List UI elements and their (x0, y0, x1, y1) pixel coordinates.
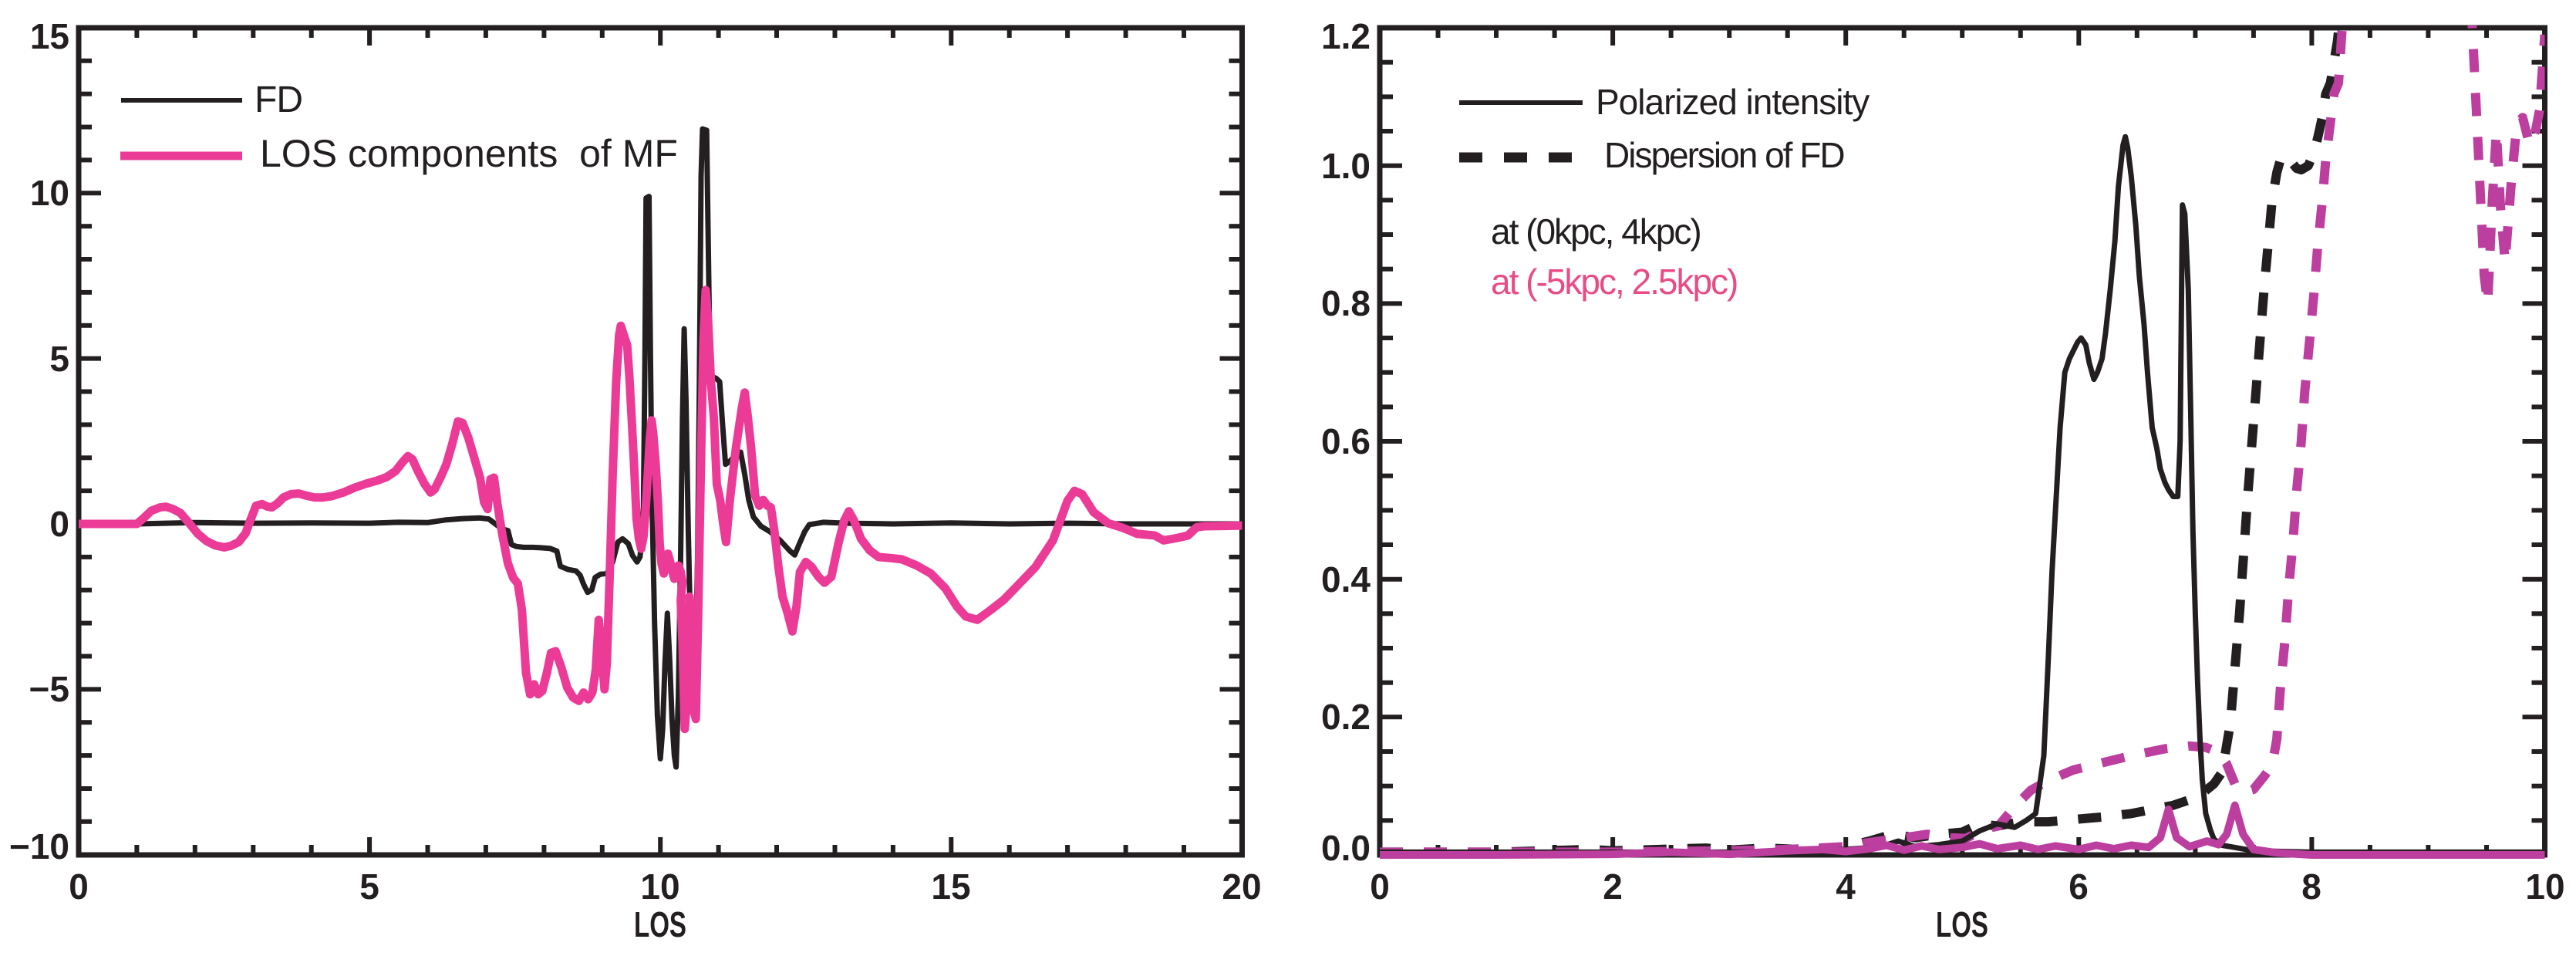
svg-text:0: 0 (69, 866, 89, 907)
svg-text:10: 10 (640, 866, 679, 907)
svg-text:1.2: 1.2 (1321, 16, 1371, 56)
svg-text:0.2: 0.2 (1321, 697, 1371, 737)
svg-text:0.0: 0.0 (1321, 828, 1371, 868)
svg-text:1.0: 1.0 (1321, 146, 1371, 186)
svg-text:at (0kpc, 4kpc): at (0kpc, 4kpc) (1491, 211, 1701, 252)
svg-text:FD: FD (255, 79, 302, 120)
svg-text:6: 6 (2069, 866, 2089, 907)
svg-text:5: 5 (359, 866, 379, 907)
svg-text:20: 20 (1222, 866, 1261, 907)
svg-text:LOS components of MF: LOS components of MF (260, 132, 678, 175)
svg-text:Polarized intensity: Polarized intensity (1596, 82, 1870, 122)
svg-text:at (-5kpc, 2.5kpc): at (-5kpc, 2.5kpc) (1491, 262, 1737, 302)
svg-text:4: 4 (1836, 866, 1856, 907)
svg-text:2: 2 (1603, 866, 1623, 907)
svg-text:0: 0 (1370, 866, 1390, 907)
svg-text:15: 15 (931, 866, 970, 907)
svg-text:Dispersion of FD: Dispersion of FD (1604, 135, 1844, 175)
svg-text:−10: −10 (9, 826, 69, 866)
svg-text:LOS: LOS (1936, 904, 1988, 944)
svg-text:10: 10 (2525, 866, 2564, 907)
svg-text:15: 15 (30, 16, 69, 56)
svg-text:8: 8 (2301, 866, 2321, 907)
svg-text:0.8: 0.8 (1321, 283, 1371, 323)
svg-text:−5: −5 (29, 669, 69, 709)
svg-text:LOS: LOS (634, 904, 686, 944)
svg-text:0.4: 0.4 (1321, 559, 1371, 600)
svg-text:10: 10 (30, 173, 69, 213)
svg-text:0.6: 0.6 (1321, 421, 1371, 461)
svg-text:0: 0 (49, 504, 69, 544)
svg-text:5: 5 (49, 339, 69, 379)
